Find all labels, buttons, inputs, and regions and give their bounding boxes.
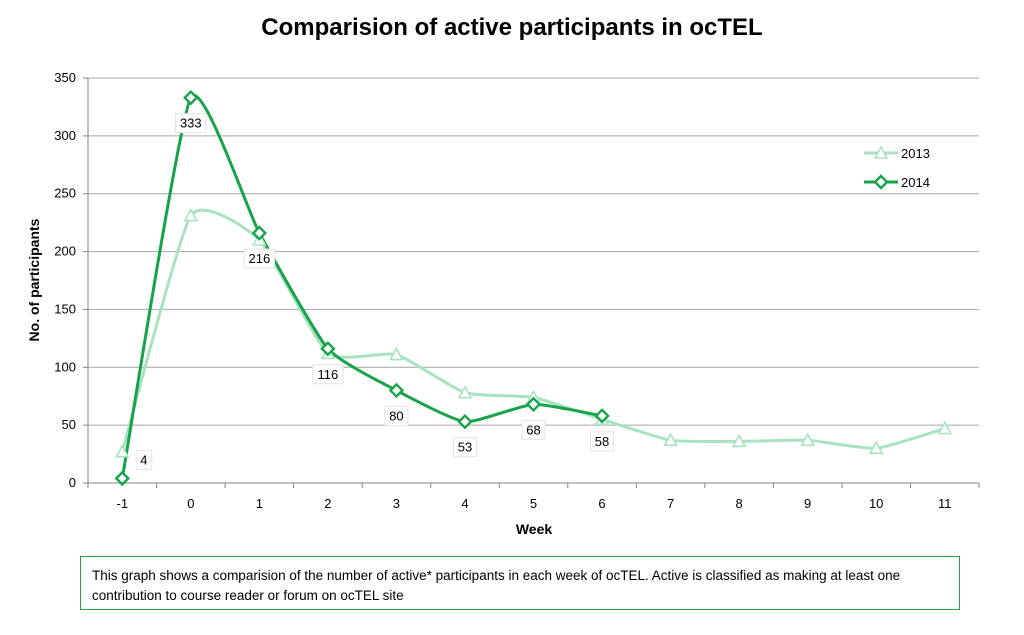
y-tick-label: 100 [54,359,76,374]
point-2014 [525,396,542,413]
x-axis-title: Week [516,521,553,537]
line-chart: 0 50 100 150 200 250 300 350 -1 0 1 2 3 4 5 6 7 8 9 10 11 4 3… [26,70,980,537]
x-tick-label: 1 [256,496,263,511]
point-2013 [389,346,404,361]
x-tick-label: 4 [461,496,468,511]
series-line-2013 [120,208,946,453]
series-lines [114,89,953,487]
y-tick-label: 300 [54,128,76,143]
point-2014 [457,413,473,430]
data-label: 116 [318,367,339,382]
x-tick-label: 5 [530,496,537,511]
legend-label-2014: 2014 [901,175,930,190]
legend-label-2013: 2013 [901,146,930,161]
data-label: 333 [180,116,202,131]
x-tick-label: 9 [804,496,811,511]
x-tick-label: 8 [735,496,742,511]
x-tick-label: 7 [667,496,674,511]
point-2014 [251,225,268,241]
x-tick-label: -1 [116,496,128,511]
x-tick-label: 3 [393,496,400,511]
gridlines [88,77,979,426]
x-tick-label: 2 [324,496,331,511]
data-label-box [312,364,344,385]
point-2014 [320,341,336,357]
point-2013 [663,432,678,446]
data-labels: 4 333 216 116 80 53 68 58 [135,113,615,470]
y-tick-label: 250 [54,186,76,201]
x-tick-label: 11 [938,496,952,511]
data-label-box [384,405,409,426]
data-label: 80 [389,408,403,423]
chart-title: Comparision of active participants in oc… [261,14,763,41]
data-label-box [521,419,546,440]
data-label-box [135,449,153,470]
point-2013 [183,208,199,222]
data-label: 68 [526,422,540,437]
point-2014 [388,382,405,399]
x-tick-label: 0 [187,496,194,511]
data-label: 58 [595,434,609,449]
data-label: 4 [140,452,147,467]
y-tick-label: 350 [54,70,76,85]
point-2013 [731,433,747,448]
point-2013 [114,444,130,458]
data-label-box [590,431,615,452]
point-2013 [937,420,953,435]
point-2013 [457,385,473,399]
data-label-box [175,113,207,134]
data-label: 53 [458,440,472,455]
point-2013 [800,432,816,446]
axes: 0 50 100 150 200 250 300 350 -1 0 1 2 3 4 5 6 7 8 9 10 11 [54,70,980,511]
y-axis-title: No. of participants [26,218,42,341]
data-label-box [243,248,276,269]
x-tick-label: 6 [598,496,605,511]
y-tick-label: 150 [54,301,76,316]
y-tick-label: 0 [69,475,76,490]
point-2014 [114,470,130,487]
data-label: 216 [248,251,270,266]
legend: 2013 2014 [864,145,930,190]
y-tick-label: 200 [54,244,76,259]
point-2014 [183,89,199,106]
point-2014 [594,408,610,424]
caption-note: This graph shows a comparision of the nu… [80,556,960,610]
data-label-box [452,437,477,458]
x-tick-label: 10 [869,496,883,511]
point-2013 [868,440,884,455]
series-line-2014 [120,93,603,479]
legend-marker-2013 [873,145,889,159]
legend-marker-2014 [873,174,889,190]
y-tick-label: 50 [62,417,76,432]
